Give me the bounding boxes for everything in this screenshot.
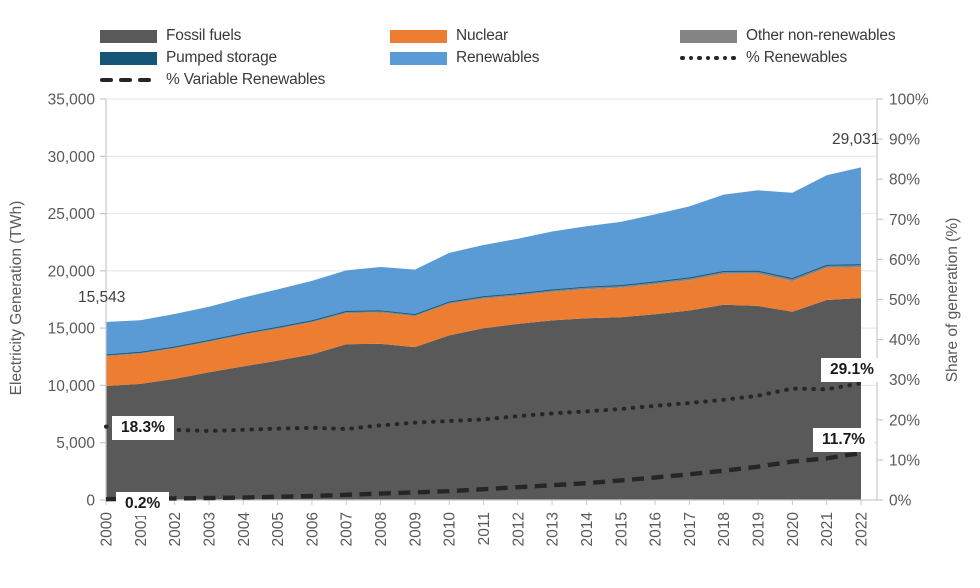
legend-label: Fossil fuels [166,27,242,44]
left-axis-tick-label: 15,000 [48,321,96,338]
left-axis-tick-label: 30,000 [48,149,96,166]
left-axis-tick-label: 10,000 [48,378,96,395]
x-axis-year-label: 2010 [442,512,459,547]
legend-item-other-non-renewables: Other non-renewables [680,27,896,44]
legend-label: % Renewables [746,49,847,66]
annotation-pct-renewables-2022: 29.1% [821,358,883,382]
x-axis-year-label: 2018 [716,512,733,546]
annotation-total-2022: 29,031 [832,131,880,148]
right-axis-tick-label: 10% [889,452,920,469]
right-axis-tick-label: 20% [889,412,920,429]
x-axis-year-label: 2013 [545,512,562,546]
x-axis-year-label: 2007 [339,512,356,546]
right-axis-tick-label: 50% [889,292,920,309]
legend-item-nuclear: Nuclear [390,27,509,44]
x-axis-year-label: 2022 [854,512,871,546]
legend-label: % Variable Renewables [166,71,326,88]
line-variable-renewables [105,450,862,502]
left-axis-tick-label: 20,000 [48,263,96,280]
legend-label: Nuclear [456,27,509,44]
x-axis-year-label: 2009 [407,512,424,546]
x-axis-year-label: 2001 [133,512,150,546]
left-axis-tick-label: 0 [86,493,95,510]
variable-renewables-swatch-icon [100,77,157,83]
x-axis-year-label: 2005 [270,512,287,546]
x-axis-year-label: 2017 [682,512,699,546]
area-nuclear [106,267,861,386]
x-axis-year-label: 2014 [579,512,596,547]
fossil-fuels-swatch-icon [100,29,157,43]
x-axis-year-label: 2016 [648,512,665,546]
x-axis-year-label: 2019 [751,512,768,546]
right-axis-tick-label: 80% [889,172,920,189]
annotation-pct-variable-2000: 0.2% [116,492,170,516]
right-axis-tick-label: 40% [889,332,920,349]
right-axis-tick-label: 90% [889,132,920,149]
other-non-renewables-swatch-icon [680,29,737,43]
legend-item-renewables: Renewables [390,49,540,66]
x-axis-year-label: 2012 [510,512,527,546]
left-axis-tick-label: 25,000 [48,206,96,223]
pumped-storage-swatch-icon [100,51,157,65]
x-axis-year-label: 2004 [236,512,253,547]
legend-item-renewables: % Renewables [680,49,847,66]
right-axis-tick-label: 70% [889,212,920,229]
x-axis-year-label: 2000 [99,512,116,547]
right-axis-tick-label: 100% [889,92,929,109]
right-axis-tick-label: 60% [889,252,920,269]
area-fossil-fuels [106,298,861,500]
legend-item-variable-renewables: % Variable Renewables [100,71,326,88]
right-axis-title: Share of generation (%) [944,217,961,383]
left-axis-tick-label: 5,000 [56,435,95,452]
right-axis-tick-label: 0% [889,493,912,510]
legend-item-pumped-storage: Pumped storage [100,49,277,66]
x-axis-year-label: 2008 [373,512,390,546]
legend-label: Pumped storage [166,49,277,66]
x-axis-year-label: 2015 [613,512,630,546]
right-axis-tick-label: 30% [889,372,920,389]
x-axis-year-label: 2020 [785,512,802,547]
x-axis-year-label: 2003 [202,512,219,546]
legend-item-fossil-fuels: Fossil fuels [100,27,242,44]
area-renewables [106,167,861,355]
nuclear-swatch-icon [390,29,447,43]
annotation-pct-renewables-2000: 18.3% [112,416,174,440]
x-axis-year-label: 2021 [819,512,836,546]
legend-label: Other non-renewables [746,27,896,44]
x-axis-year-label: 2011 [476,512,493,545]
annotation-total-2000: 15,543 [78,289,126,306]
renewables-swatch-icon [680,55,737,61]
legend-label: Renewables [456,49,540,66]
x-axis-year-label: 2002 [167,512,184,546]
x-axis-year-label: 2006 [304,512,321,546]
left-axis-title: Electricity Generation (TWh) [8,200,25,396]
left-axis-tick-label: 35,000 [48,92,96,109]
renewables-swatch-icon [390,51,447,65]
line-renewables [104,381,863,434]
annotation-pct-variable-2022: 11.7% [813,428,875,452]
